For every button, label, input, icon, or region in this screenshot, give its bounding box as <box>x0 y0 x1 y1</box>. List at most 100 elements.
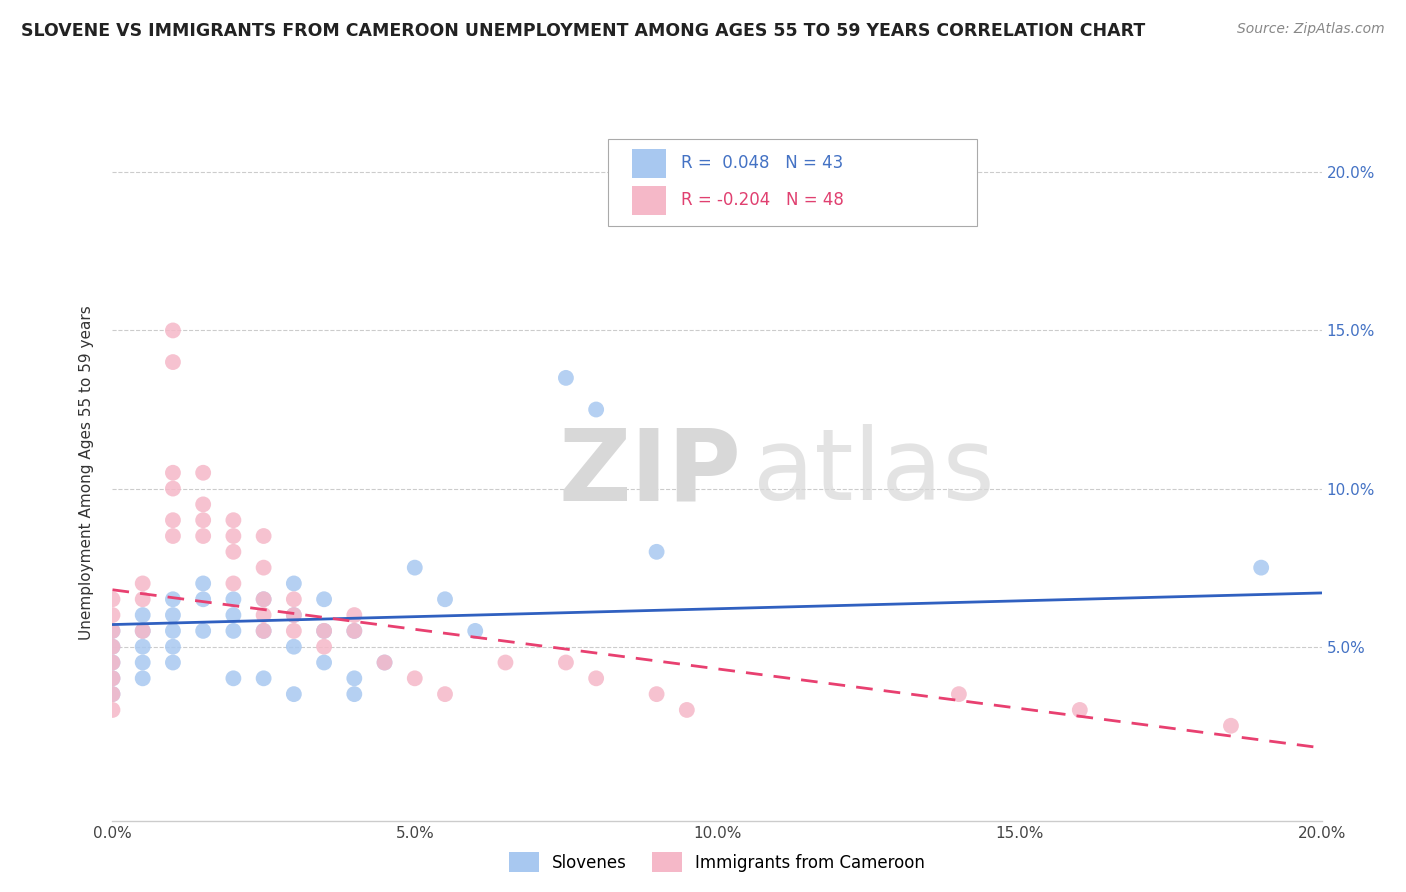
Point <box>191 497 214 511</box>
Text: R = -0.204   N = 48: R = -0.204 N = 48 <box>681 191 844 209</box>
Point <box>162 355 184 369</box>
Point <box>101 656 124 670</box>
Point <box>101 671 124 685</box>
Legend: Slovenes, Immigrants from Cameroon: Slovenes, Immigrants from Cameroon <box>502 846 932 879</box>
Point <box>162 466 184 480</box>
Point <box>585 671 607 685</box>
Point <box>283 608 305 623</box>
Point <box>191 466 214 480</box>
Point <box>191 592 214 607</box>
Point <box>222 545 245 559</box>
Point <box>1250 560 1272 574</box>
Point <box>253 529 276 543</box>
Point <box>222 513 245 527</box>
Point <box>101 624 124 638</box>
Point <box>132 624 155 638</box>
Point <box>132 671 155 685</box>
Point <box>162 529 184 543</box>
Point <box>283 687 305 701</box>
Point <box>253 608 276 623</box>
Point <box>162 513 184 527</box>
Point <box>162 482 184 496</box>
Point <box>253 624 276 638</box>
Point <box>283 592 305 607</box>
Text: atlas: atlas <box>754 425 995 521</box>
Point <box>404 671 426 685</box>
Point <box>253 592 276 607</box>
Point <box>314 656 336 670</box>
Point <box>495 656 517 670</box>
FancyBboxPatch shape <box>609 139 977 226</box>
Point <box>101 687 124 701</box>
Point <box>222 608 245 623</box>
Point <box>343 671 366 685</box>
Point <box>101 640 124 654</box>
Point <box>404 560 426 574</box>
Point <box>1220 719 1243 733</box>
Bar <box>633 186 666 215</box>
Point <box>101 592 124 607</box>
Point <box>162 624 184 638</box>
Point <box>433 592 456 607</box>
Point <box>554 656 576 670</box>
Point <box>191 529 214 543</box>
Text: Source: ZipAtlas.com: Source: ZipAtlas.com <box>1237 22 1385 37</box>
Point <box>132 608 155 623</box>
Point <box>343 624 366 638</box>
Point <box>101 608 124 623</box>
Point <box>1069 703 1091 717</box>
Point <box>253 560 276 574</box>
Point <box>132 656 155 670</box>
Point <box>101 624 124 638</box>
Point <box>101 703 124 717</box>
Point <box>343 624 366 638</box>
Point <box>222 576 245 591</box>
Point <box>162 592 184 607</box>
Point <box>222 624 245 638</box>
Point <box>433 687 456 701</box>
Point <box>585 402 607 417</box>
Point <box>314 592 336 607</box>
Point <box>645 545 668 559</box>
Point <box>191 513 214 527</box>
Point <box>132 592 155 607</box>
Point <box>283 608 305 623</box>
Point <box>191 624 214 638</box>
Point <box>343 608 366 623</box>
Point <box>554 371 576 385</box>
Point <box>191 576 214 591</box>
Point <box>675 703 697 717</box>
Point <box>283 640 305 654</box>
Point <box>222 529 245 543</box>
Point <box>374 656 396 670</box>
Point <box>162 323 184 337</box>
Point <box>314 624 336 638</box>
Text: R =  0.048   N = 43: R = 0.048 N = 43 <box>681 154 844 172</box>
Point <box>374 656 396 670</box>
Point <box>222 671 245 685</box>
Point <box>162 640 184 654</box>
Point <box>162 656 184 670</box>
Point <box>101 671 124 685</box>
Point <box>314 640 336 654</box>
Point <box>314 624 336 638</box>
Point <box>132 624 155 638</box>
Point <box>253 671 276 685</box>
Point <box>464 624 486 638</box>
Point <box>253 624 276 638</box>
Point <box>132 576 155 591</box>
Point <box>343 687 366 701</box>
Bar <box>633 149 666 178</box>
Y-axis label: Unemployment Among Ages 55 to 59 years: Unemployment Among Ages 55 to 59 years <box>79 305 94 640</box>
Text: ZIP: ZIP <box>558 425 741 521</box>
Point <box>253 592 276 607</box>
Point <box>948 687 970 701</box>
Text: SLOVENE VS IMMIGRANTS FROM CAMEROON UNEMPLOYMENT AMONG AGES 55 TO 59 YEARS CORRE: SLOVENE VS IMMIGRANTS FROM CAMEROON UNEM… <box>21 22 1146 40</box>
Point <box>645 687 668 701</box>
Point <box>101 656 124 670</box>
Point <box>283 576 305 591</box>
Point <box>101 687 124 701</box>
Point <box>222 592 245 607</box>
Point <box>283 624 305 638</box>
Point <box>132 640 155 654</box>
